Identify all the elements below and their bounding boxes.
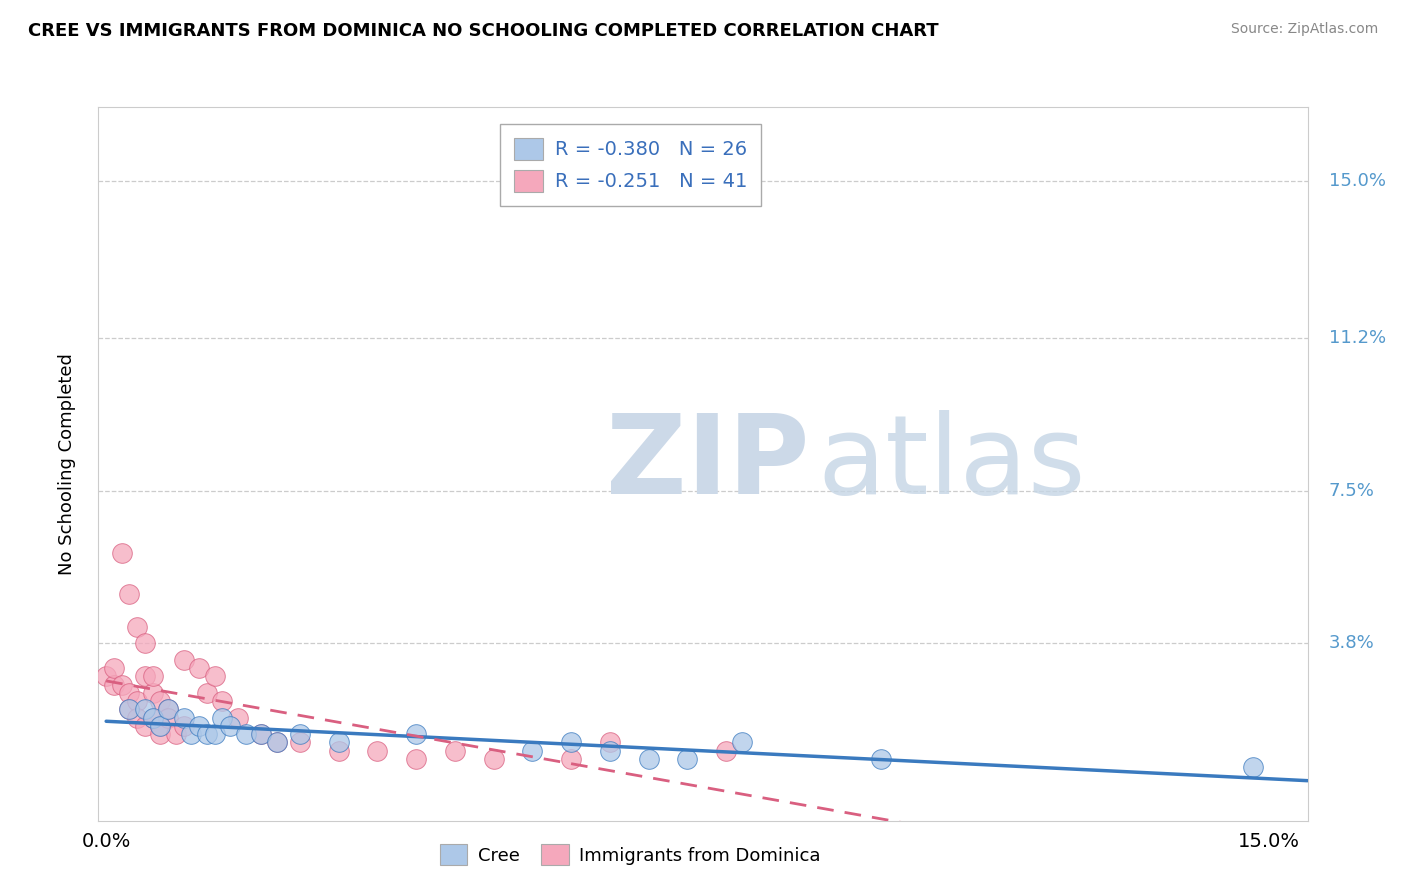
Point — [599, 743, 621, 757]
Point — [188, 719, 211, 733]
Text: 15.0%: 15.0% — [1329, 172, 1386, 190]
Text: 7.5%: 7.5% — [1329, 482, 1375, 500]
Point — [366, 743, 388, 757]
Point — [127, 620, 149, 634]
Point — [149, 719, 172, 733]
Point — [157, 710, 180, 724]
Point — [142, 686, 165, 700]
Point — [103, 661, 125, 675]
Text: atlas: atlas — [818, 410, 1087, 517]
Point — [118, 686, 141, 700]
Point — [211, 710, 233, 724]
Point — [142, 710, 165, 724]
Point — [149, 719, 172, 733]
Point — [288, 727, 311, 741]
Point — [328, 735, 350, 749]
Point — [149, 727, 172, 741]
Point — [444, 743, 467, 757]
Point — [142, 710, 165, 724]
Point — [482, 752, 505, 766]
Point — [288, 735, 311, 749]
Point — [134, 719, 156, 733]
Point — [127, 710, 149, 724]
Point — [676, 752, 699, 766]
Text: CREE VS IMMIGRANTS FROM DOMINICA NO SCHOOLING COMPLETED CORRELATION CHART: CREE VS IMMIGRANTS FROM DOMINICA NO SCHO… — [28, 22, 939, 40]
Point — [134, 669, 156, 683]
Point — [637, 752, 659, 766]
Point — [250, 727, 273, 741]
Point — [870, 752, 893, 766]
Point — [134, 702, 156, 716]
Point — [522, 743, 544, 757]
Point — [127, 694, 149, 708]
Point — [157, 702, 180, 716]
Point — [731, 735, 754, 749]
Point — [118, 702, 141, 716]
Point — [165, 727, 187, 741]
Point — [188, 661, 211, 675]
Y-axis label: No Schooling Completed: No Schooling Completed — [58, 353, 76, 574]
Point — [716, 743, 738, 757]
Point — [211, 694, 233, 708]
Text: Source: ZipAtlas.com: Source: ZipAtlas.com — [1230, 22, 1378, 37]
Point — [266, 735, 288, 749]
Point — [204, 669, 226, 683]
Point — [560, 735, 582, 749]
Point — [405, 752, 427, 766]
Point — [195, 686, 218, 700]
Point — [204, 727, 226, 741]
Point — [111, 677, 134, 691]
Point — [118, 587, 141, 601]
Legend: Cree, Immigrants from Dominica: Cree, Immigrants from Dominica — [433, 837, 828, 872]
Text: 3.8%: 3.8% — [1329, 634, 1375, 652]
Point — [226, 710, 249, 724]
Point — [250, 727, 273, 741]
Point — [1241, 760, 1264, 774]
Point — [173, 710, 195, 724]
Point — [266, 735, 288, 749]
Point — [195, 727, 218, 741]
Point — [111, 545, 134, 559]
Text: 11.2%: 11.2% — [1329, 329, 1386, 347]
Point — [103, 677, 125, 691]
Point — [157, 702, 180, 716]
Point — [235, 727, 257, 741]
Point — [405, 727, 427, 741]
Point — [180, 727, 202, 741]
Point — [149, 694, 172, 708]
Point — [118, 702, 141, 716]
Point — [96, 669, 118, 683]
Point — [173, 719, 195, 733]
Point — [599, 735, 621, 749]
Point — [328, 743, 350, 757]
Text: ZIP: ZIP — [606, 410, 810, 517]
Point — [142, 669, 165, 683]
Point — [560, 752, 582, 766]
Point — [173, 653, 195, 667]
Point — [219, 719, 242, 733]
Point — [134, 636, 156, 650]
